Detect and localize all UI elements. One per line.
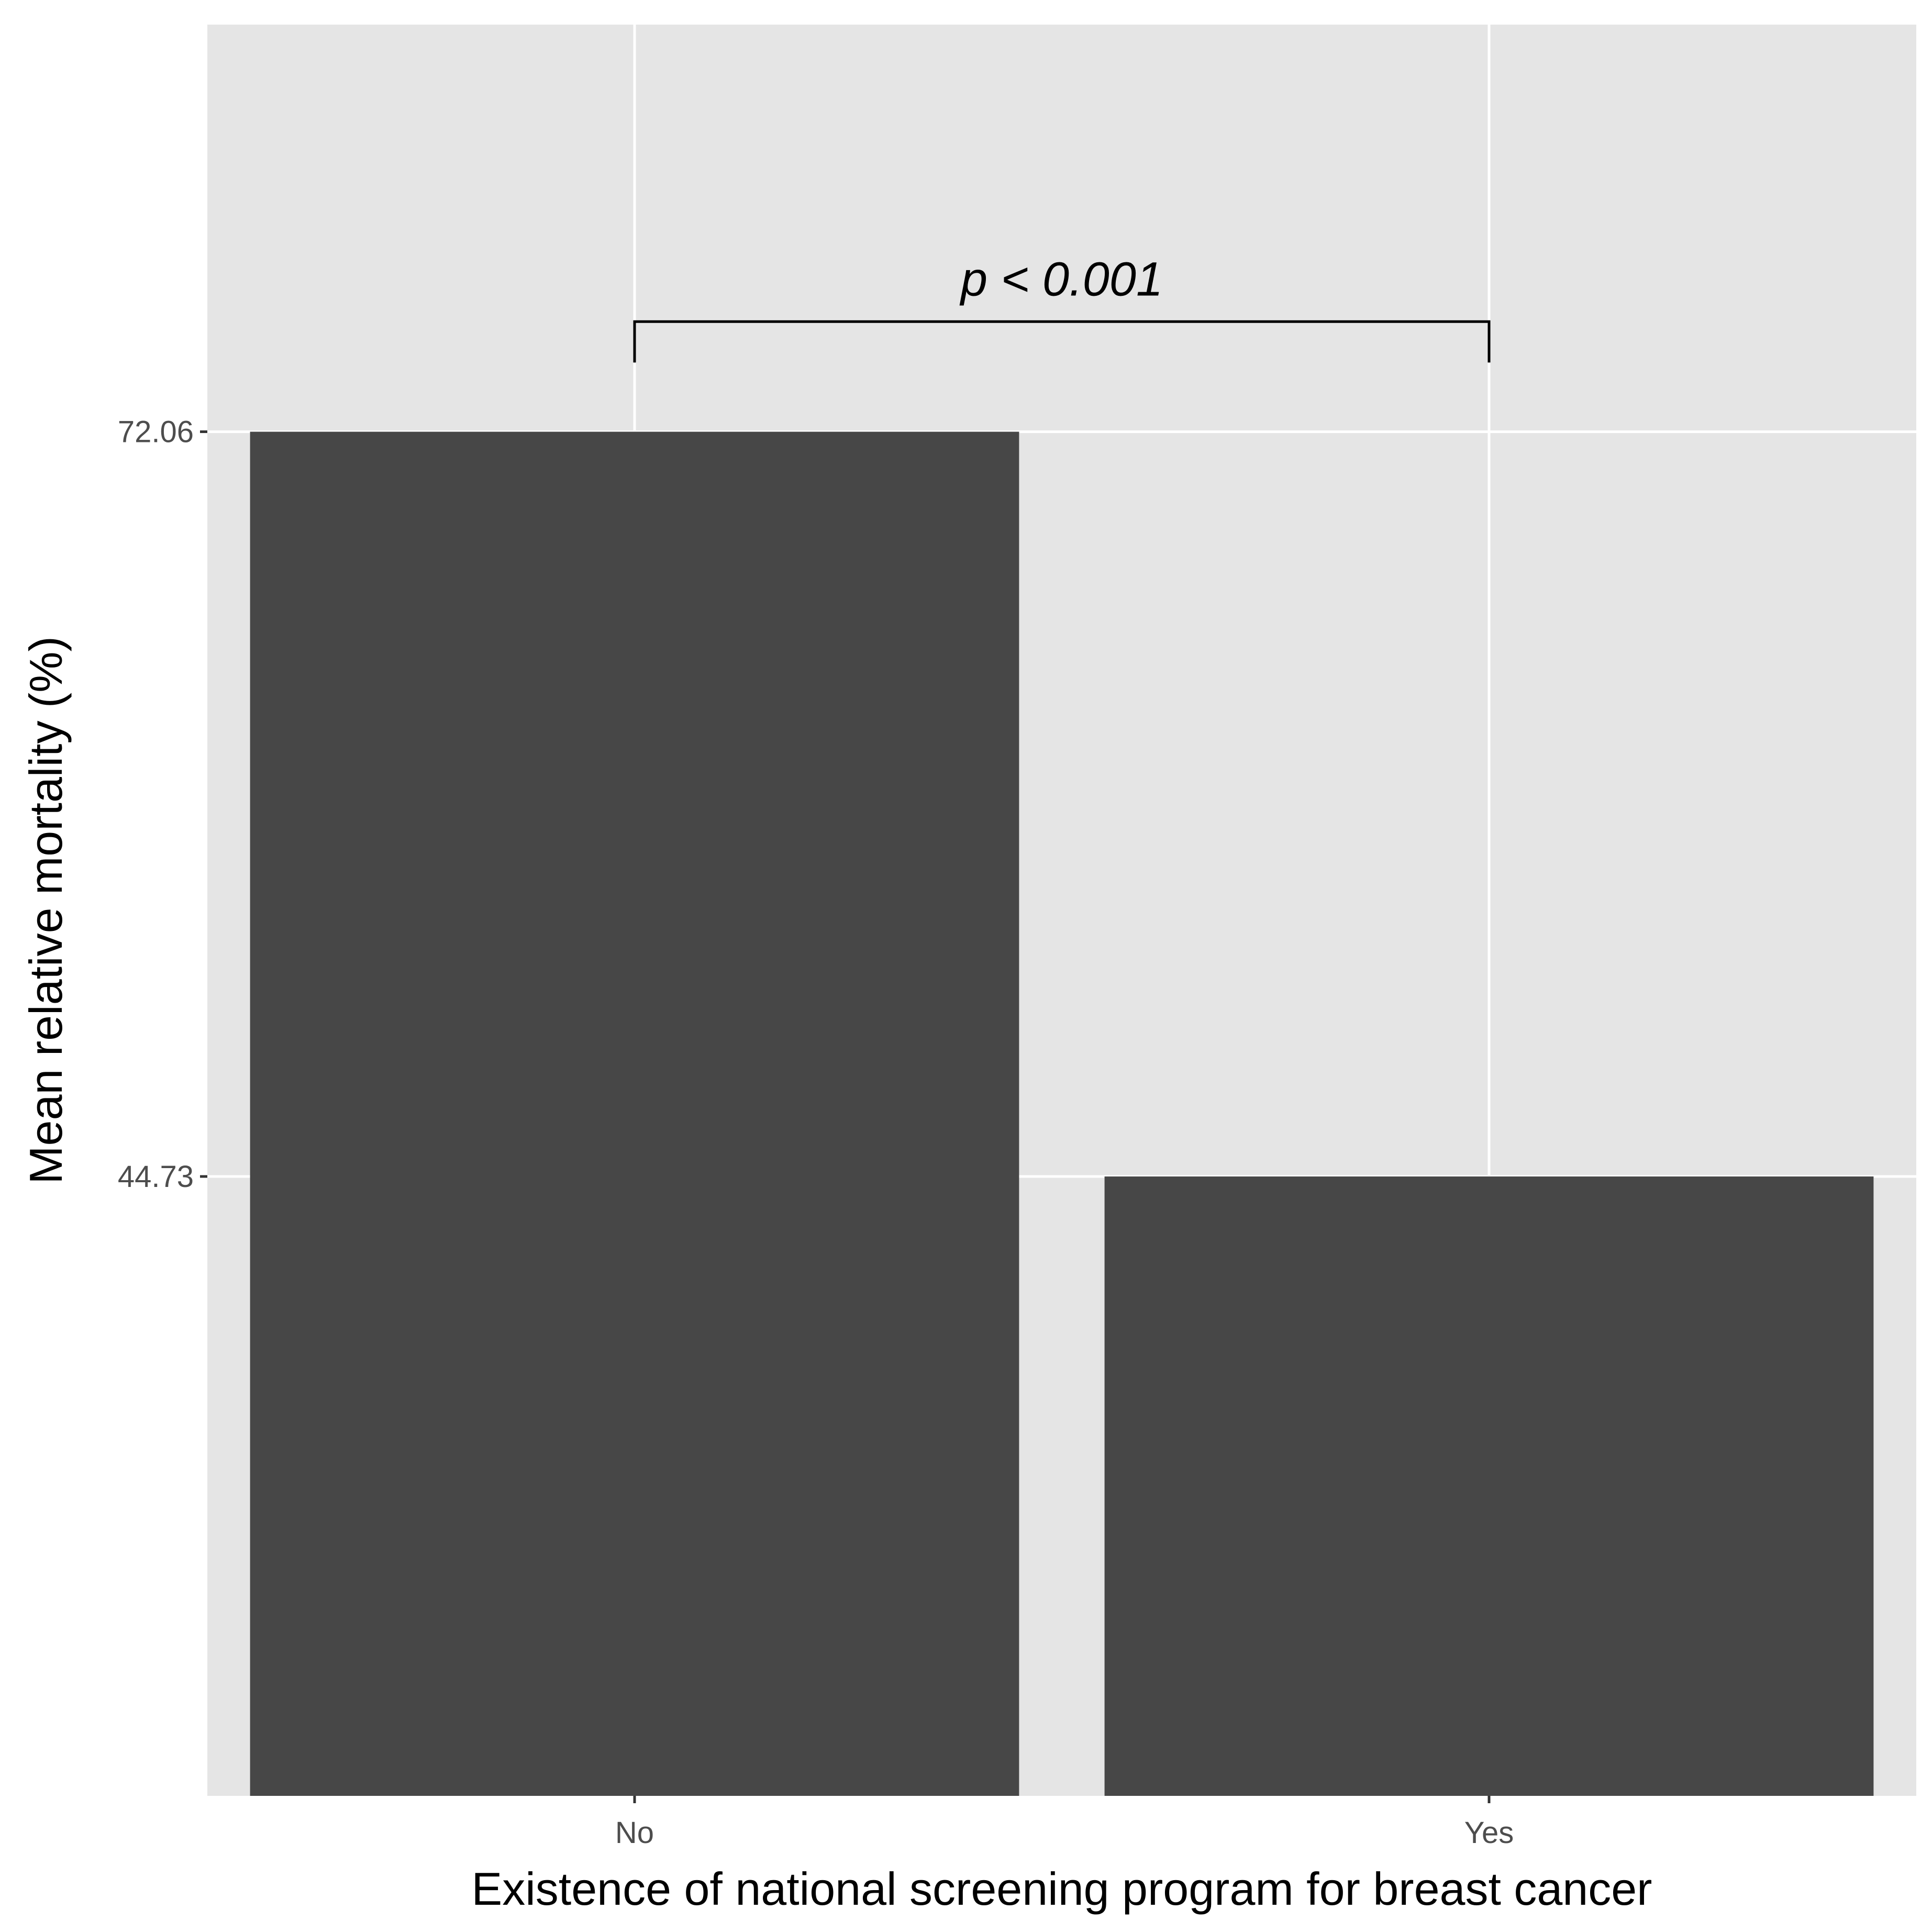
p-value-label: p < 0.001	[959, 252, 1163, 306]
significance-bracket	[633, 320, 1491, 363]
bar-yes	[1104, 1176, 1874, 1796]
y-tick-label-0: 44.73	[118, 1160, 194, 1194]
x-tick-label-yes: Yes	[1464, 1816, 1514, 1850]
x-axis: No Yes	[615, 1796, 1514, 1850]
bars	[250, 431, 1874, 1796]
x-axis-title: Existence of national screening program …	[472, 1863, 1652, 1915]
significance-annotation: p < 0.001	[633, 252, 1491, 363]
y-axis-title: Mean relative mortality (%)	[20, 636, 72, 1184]
y-tick-label-1: 72.06	[118, 415, 194, 449]
x-tick-label-no: No	[615, 1816, 654, 1850]
bar-no	[250, 431, 1019, 1796]
y-axis: 44.73 72.06	[118, 415, 207, 1194]
